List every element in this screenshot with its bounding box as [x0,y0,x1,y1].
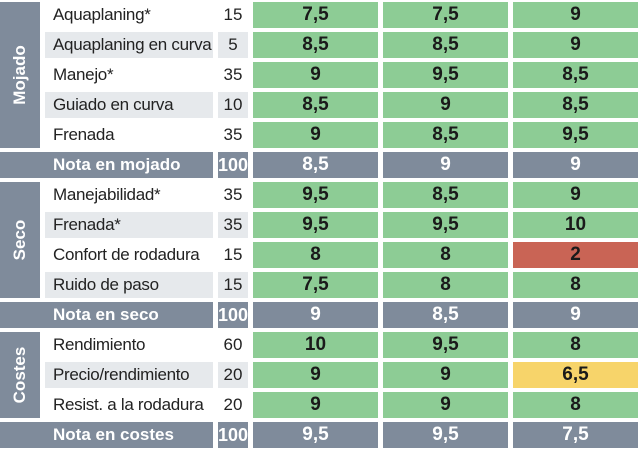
summary-label: Nota en mojado [0,152,213,178]
score-cell: 2 [513,242,638,268]
criterion-label: Frenada [53,125,115,144]
weight-value: 35 [223,125,243,144]
score-cell: 8,5 [513,62,638,88]
summary-score: 9 [513,302,638,328]
score-cell: 8 [513,272,638,298]
score-cell: 8 [383,242,508,268]
criterion-label: Manejabilidad* [53,185,161,204]
score-cell: 9 [253,392,378,418]
score-cell: 8 [513,392,638,418]
weight-value: 10 [218,92,248,118]
criterion-label: Resist. a la rodadura [53,395,204,414]
weight-value: 35 [223,65,243,84]
score-cell: 7,5 [253,2,378,28]
section-label: Mojado [0,2,40,148]
summary-score: 9 [513,152,638,178]
section-label: Costes [0,332,40,418]
score-cell: 8,5 [253,92,378,118]
score-cell: 8,5 [513,92,638,118]
summary-weight: 100 [218,422,248,448]
score-cell: 9 [383,92,508,118]
score-cell: 9 [253,122,378,148]
summary-score: 9 [253,302,378,328]
score-cell: 10 [253,332,378,358]
weight-value: 15 [223,245,243,264]
section-name: Seco [10,219,29,261]
score-cell: 9,5 [253,182,378,208]
score-cell: 9 [513,182,638,208]
criterion-label: Precio/rendimiento [45,362,213,388]
score-cell: 10 [513,212,638,238]
summary-score: 9,5 [383,422,508,448]
section-label: Seco [0,182,40,298]
criterion-label: Rendimiento [53,335,146,354]
summary-score: 8,5 [253,152,378,178]
score-cell: 9 [253,62,378,88]
criterion-label: Aquaplaning en curva [45,32,213,58]
summary-score: 7,5 [513,422,638,448]
summary-weight: 100 [218,302,248,328]
criterion-label: Guiado en curva [45,92,213,118]
weight-value: 35 [218,212,248,238]
score-cell: 8 [513,332,638,358]
score-cell: 7,5 [383,2,508,28]
score-cell: 7,5 [253,272,378,298]
summary-score: 9 [383,152,508,178]
criterion-label: Ruido de paso [45,272,213,298]
weight-value: 15 [223,5,243,24]
weight-value: 35 [223,185,243,204]
summary-weight: 100 [218,152,248,178]
score-cell: 8 [253,242,378,268]
weight-value: 5 [218,32,248,58]
score-cell: 8,5 [383,32,508,58]
summary-label: Nota en costes [0,422,213,448]
score-cell: 8,5 [383,122,508,148]
summary-label: Nota en seco [0,302,213,328]
weight-value: 15 [218,272,248,298]
score-cell: 8,5 [253,32,378,58]
score-cell: 9,5 [383,332,508,358]
score-cell: 9 [513,32,638,58]
criterion-label: Manejo* [53,65,114,84]
criterion-label: Confort de rodadura [53,245,200,264]
score-cell: 9 [383,362,508,388]
weight-value: 60 [223,335,243,354]
score-cell: 9,5 [383,212,508,238]
score-cell: 8,5 [383,182,508,208]
score-cell: 9,5 [513,122,638,148]
weight-value: 20 [223,395,243,414]
score-cell: 8 [383,272,508,298]
score-cell: 6,5 [513,362,638,388]
score-cell: 9 [513,2,638,28]
score-cell: 9,5 [383,62,508,88]
score-cell: 9 [253,362,378,388]
criterion-label: Aquaplaning* [53,5,151,24]
criterion-label: Frenada* [45,212,213,238]
summary-score: 8,5 [383,302,508,328]
score-cell: 9,5 [253,212,378,238]
section-name: Mojado [10,45,29,105]
section-name: Costes [10,346,29,404]
score-cell: 9 [383,392,508,418]
weight-value: 20 [218,362,248,388]
summary-score: 9,5 [253,422,378,448]
